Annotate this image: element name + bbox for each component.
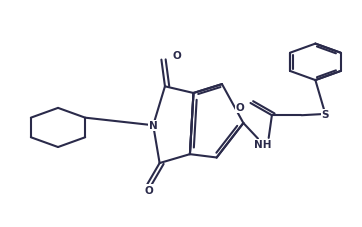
Text: NH: NH xyxy=(253,140,271,150)
Text: O: O xyxy=(172,51,181,61)
Text: O: O xyxy=(235,103,244,113)
Text: N: N xyxy=(149,121,157,131)
Text: O: O xyxy=(144,185,153,195)
Text: S: S xyxy=(321,110,329,120)
